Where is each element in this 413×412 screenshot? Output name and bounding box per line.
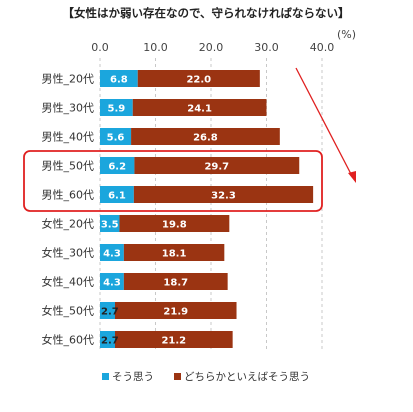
bar-sou-omou: [100, 302, 115, 319]
data-label: 3.5: [101, 220, 119, 231]
data-label: 24.1: [187, 104, 212, 115]
bar-dochiraka: [123, 244, 225, 261]
bar-dochiraka: [134, 157, 300, 174]
data-label: 22.0: [186, 75, 211, 86]
bar-dochiraka: [133, 186, 314, 203]
data-label: 2.7: [101, 307, 119, 318]
data-label: 6.1: [108, 191, 126, 202]
bar-dochiraka: [131, 128, 280, 145]
bar-sou-omou: [100, 70, 138, 87]
annotation-arrow: [295, 67, 356, 183]
bar-sou-omou: [100, 128, 132, 145]
category-label: 女性_40代: [42, 275, 95, 289]
bar-sou-omou: [100, 273, 124, 290]
bar-dochiraka: [137, 70, 260, 87]
data-label: 6.2: [108, 162, 126, 173]
x-tick-label: 10.0: [143, 41, 168, 54]
x-tick-label: 30.0: [254, 41, 279, 54]
data-label: 2.7: [101, 336, 119, 347]
x-axis-ticks: 0.0 10.0 20.0 30.0 40.0: [91, 41, 334, 54]
bar-sou-omou: [100, 157, 135, 174]
x-tick-label: 0.0: [91, 41, 109, 54]
bar-dochiraka: [119, 215, 230, 232]
bar-dochiraka: [114, 302, 237, 319]
bar-sou-omou: [100, 244, 124, 261]
data-label: 18.7: [163, 278, 188, 289]
bar-dochiraka: [132, 99, 267, 116]
legend-label: そう思う: [112, 371, 154, 383]
x-tick-label: 20.0: [199, 41, 224, 54]
data-label: 29.7: [204, 162, 229, 173]
x-tick-label: 40.0: [310, 41, 335, 54]
data-label: 21.9: [163, 307, 188, 318]
data-label: 32.3: [211, 191, 236, 202]
bar-sou-omou: [100, 331, 115, 348]
category-label: 男性_30代: [42, 101, 95, 115]
data-label: 6.8: [110, 75, 128, 86]
data-label: 4.3: [103, 278, 121, 289]
category-label: 女性_30代: [42, 246, 95, 260]
category-label: 女性_20代: [42, 217, 95, 231]
data-label: 19.8: [162, 220, 187, 231]
chart-title: 【女性はか弱い存在なので、守られなければならない】: [62, 6, 349, 20]
bar-dochiraka: [114, 331, 233, 348]
legend-swatch: [102, 373, 109, 380]
data-label: 4.3: [103, 249, 121, 260]
value-labels: 6.8 22.0 5.9 24.1 5.6 26.8 6.2 29.7 6.1 32.3 3.5 19…: [101, 75, 236, 347]
data-label: 18.1: [162, 249, 187, 260]
bar-sou-omou: [100, 186, 134, 203]
category-label: 男性_20代: [42, 72, 95, 86]
legend-label: どちらかといえばそう思う: [184, 371, 310, 383]
data-label: 5.6: [107, 133, 125, 144]
bar-sou-omou: [100, 99, 133, 116]
data-label: 26.8: [193, 133, 218, 144]
highlight-box: [23, 150, 323, 212]
bar-sou-omou: [100, 215, 120, 232]
category-label: 男性_50代: [42, 159, 95, 173]
bars: [100, 70, 314, 348]
category-labels: 男性_20代男性_30代男性_40代男性_50代男性_60代女性_20代女性_3…: [42, 72, 95, 347]
category-label: 男性_60代: [42, 188, 95, 202]
legend: そう思う どちらかといえばそう思う: [102, 371, 310, 383]
data-label: 5.9: [108, 104, 126, 115]
category-label: 女性_50代: [42, 304, 95, 318]
data-label: 21.2: [161, 336, 186, 347]
category-label: 男性_40代: [42, 130, 95, 144]
unit-label: (%): [337, 28, 356, 41]
category-label: 女性_60代: [42, 333, 95, 347]
bar-dochiraka: [123, 273, 228, 290]
legend-swatch: [174, 373, 181, 380]
